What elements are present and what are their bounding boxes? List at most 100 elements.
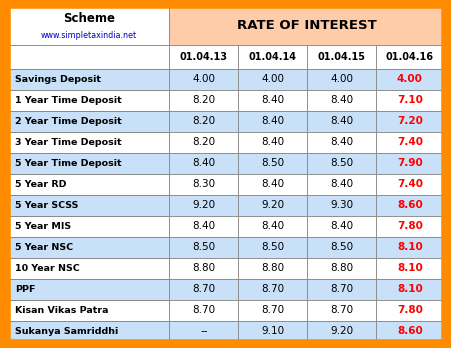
Text: Kisan Vikas Patra: Kisan Vikas Patra (14, 306, 108, 315)
Text: 8.60: 8.60 (396, 326, 422, 336)
Bar (375, 258, 443, 279)
Text: Sukanya Samriddhi: Sukanya Samriddhi (14, 327, 118, 336)
Text: 5 Year Time Deposit: 5 Year Time Deposit (14, 159, 121, 168)
Bar (238, 279, 306, 300)
Text: 8.50: 8.50 (261, 158, 284, 168)
Text: 8.20: 8.20 (192, 95, 215, 105)
Bar (238, 237, 306, 258)
Text: 3 Year Time Deposit: 3 Year Time Deposit (14, 138, 121, 147)
Bar (306, 321, 375, 342)
Text: 5 Year MIS: 5 Year MIS (14, 222, 71, 231)
Bar (8, 153, 169, 174)
Bar (8, 258, 169, 279)
Bar (375, 195, 443, 216)
Text: 4.00: 4.00 (192, 74, 215, 85)
Bar (238, 300, 306, 321)
Text: 8.80: 8.80 (329, 263, 352, 273)
Text: 9.20: 9.20 (192, 200, 215, 211)
Bar (238, 153, 306, 174)
Bar (306, 279, 375, 300)
Bar (306, 153, 375, 174)
Bar (169, 132, 238, 153)
Bar (238, 174, 306, 195)
Text: --: -- (200, 326, 207, 336)
Text: 8.80: 8.80 (261, 263, 284, 273)
Bar (375, 321, 443, 342)
Bar (8, 174, 169, 195)
Bar (8, 90, 169, 111)
Bar (8, 132, 169, 153)
Text: 5 Year NSC: 5 Year NSC (14, 243, 73, 252)
Bar (238, 216, 306, 237)
Text: 7.90: 7.90 (396, 158, 422, 168)
Bar (169, 174, 238, 195)
Text: 7.20: 7.20 (396, 117, 422, 126)
Text: 01.04.16: 01.04.16 (385, 52, 433, 62)
Text: 8.70: 8.70 (192, 305, 215, 315)
Bar (169, 300, 238, 321)
Bar (306, 216, 375, 237)
Bar (8, 111, 169, 132)
Text: 8.50: 8.50 (329, 158, 352, 168)
Text: 01.04.14: 01.04.14 (248, 52, 296, 62)
Text: 8.40: 8.40 (261, 179, 284, 189)
Text: 8.40: 8.40 (192, 158, 215, 168)
Text: www.simpletaxindia.net: www.simpletaxindia.net (41, 31, 137, 40)
Text: 8.70: 8.70 (192, 284, 215, 294)
Text: 8.10: 8.10 (396, 284, 422, 294)
Text: Savings Deposit: Savings Deposit (14, 75, 101, 84)
Text: 8.20: 8.20 (192, 117, 215, 126)
Text: 7.40: 7.40 (396, 179, 422, 189)
Text: 8.40: 8.40 (261, 117, 284, 126)
Bar (306, 111, 375, 132)
Text: 8.80: 8.80 (192, 263, 215, 273)
Text: 7.10: 7.10 (396, 95, 422, 105)
Text: 8.40: 8.40 (329, 179, 352, 189)
Text: 5 Year SCSS: 5 Year SCSS (14, 201, 78, 210)
Text: 8.40: 8.40 (261, 221, 284, 231)
Text: 8.40: 8.40 (329, 117, 352, 126)
Bar (8, 237, 169, 258)
Text: 8.40: 8.40 (329, 95, 352, 105)
Bar (8, 69, 169, 90)
Bar (375, 174, 443, 195)
Text: 8.70: 8.70 (329, 305, 352, 315)
Bar (306, 132, 375, 153)
Bar (238, 111, 306, 132)
Bar (8, 45, 169, 69)
Text: 9.10: 9.10 (261, 326, 284, 336)
Bar (169, 111, 238, 132)
Text: 1 Year Time Deposit: 1 Year Time Deposit (14, 96, 121, 105)
Text: 8.10: 8.10 (396, 242, 422, 252)
Bar (8, 258, 169, 279)
Bar (375, 237, 443, 258)
Bar (8, 195, 169, 216)
Text: 7.80: 7.80 (396, 221, 422, 231)
Bar (8, 237, 169, 258)
Bar (375, 300, 443, 321)
Text: 9.20: 9.20 (329, 326, 352, 336)
Bar (375, 279, 443, 300)
Bar (306, 45, 375, 69)
Text: 9.20: 9.20 (261, 200, 284, 211)
Bar (375, 111, 443, 132)
Text: 8.40: 8.40 (329, 221, 352, 231)
Bar (169, 216, 238, 237)
Bar (306, 300, 375, 321)
Text: 8.20: 8.20 (192, 137, 215, 148)
Bar (238, 321, 306, 342)
Bar (8, 195, 169, 216)
Bar (306, 69, 375, 90)
Bar (169, 258, 238, 279)
Bar (169, 69, 238, 90)
Bar (8, 321, 169, 342)
Bar (306, 258, 375, 279)
Text: 8.50: 8.50 (261, 242, 284, 252)
Bar (375, 69, 443, 90)
Bar (375, 45, 443, 69)
Bar (169, 45, 238, 69)
Text: 01.04.13: 01.04.13 (179, 52, 227, 62)
Bar (238, 90, 306, 111)
Bar (169, 6, 443, 45)
Bar (8, 216, 169, 237)
